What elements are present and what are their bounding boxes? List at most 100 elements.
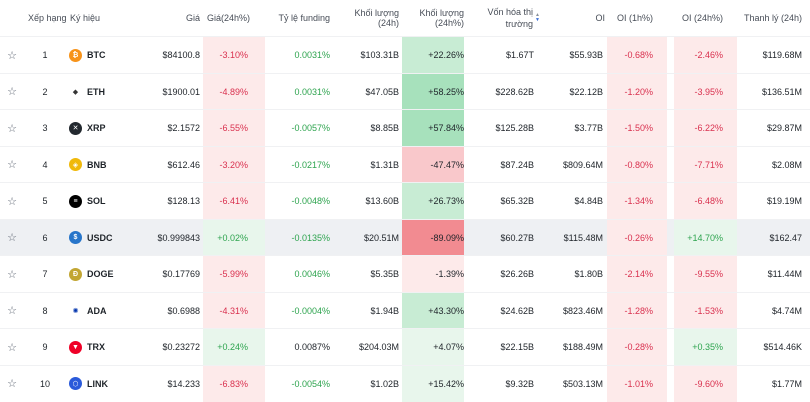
symbol-label: ADA <box>87 305 107 316</box>
volume-cell: $8.85B <box>370 123 399 133</box>
table-row[interactable]: ☆ 5 ≡ SOL $128.13 -6.41% +26.73% -1.34% -6.48% -0… <box>0 182 810 219</box>
table-row[interactable]: ☆ 7 Ð DOGE $0.17769 -5.99% -1.39% -2.14% -9.55% 0… <box>0 255 810 292</box>
oi1h-cell: -0.28% <box>607 329 667 365</box>
table-row[interactable]: ☆ 2 ◆ ETH $1900.01 -4.89% +58.25% -1.20% -3.95% 0… <box>0 72 810 110</box>
volume-cell: $5.35B <box>370 269 399 279</box>
symbol-cell[interactable]: ◈ BNB <box>69 147 139 183</box>
symbol-label: SOL <box>87 196 106 206</box>
symbol-cell[interactable]: ◆ ETH <box>69 74 139 110</box>
liquidation-cell: $4.74M <box>771 305 802 316</box>
volume-cell: $1.94B <box>370 305 399 316</box>
rank-cell: 10 <box>39 378 50 389</box>
header-volume[interactable]: Khối lượng (24h) <box>354 8 399 28</box>
header-symbol[interactable]: Ký hiệu <box>70 13 101 23</box>
header-change-24h[interactable]: Giá(24h%) <box>206 13 250 23</box>
oi24h-cell: -3.95% <box>674 73 737 110</box>
price-cell: $0.6988 <box>167 305 200 316</box>
volp-cell: +26.73% <box>402 183 464 219</box>
header-price[interactable]: Giá <box>185 13 200 23</box>
favorite-star-icon[interactable]: ☆ <box>7 378 17 390</box>
symbol-cell[interactable]: ▼ TRX <box>69 329 139 365</box>
table-row[interactable]: ☆ 3 ✕ XRP $2.1572 -6.55% +57.84% -1.50% -6.22% -0… <box>0 109 810 146</box>
funding-cell: -0.0054% <box>291 378 330 389</box>
symbol-cell[interactable]: ⬡ LINK <box>69 366 139 402</box>
oi1h-cell: -1.20% <box>607 73 667 110</box>
bitcoin-icon: ₿ <box>69 48 82 62</box>
ethereum-icon: ◆ <box>69 85 82 98</box>
symbol-cell[interactable]: ₿ BTC <box>69 37 139 73</box>
market-cap-cell: $65.32B <box>500 196 534 206</box>
liquidation-cell: $136.51M <box>761 86 802 97</box>
favorite-star-icon[interactable]: ☆ <box>7 195 17 208</box>
price-cell: $14.233 <box>167 378 200 389</box>
funding-cell: -0.0135% <box>291 232 330 243</box>
symbol-label: USDC <box>87 232 113 243</box>
chainlink-icon: ⬡ <box>69 377 82 390</box>
oi-cell: $809.64M <box>562 159 603 170</box>
favorite-star-icon[interactable]: ☆ <box>7 305 17 317</box>
oi24h-cell: -7.71% <box>674 146 737 183</box>
price-cell: $128.13 <box>167 196 200 206</box>
volume-cell: $103.31B <box>360 50 399 60</box>
chg-cell: -6.41% <box>203 183 265 219</box>
favorite-star-icon[interactable]: ☆ <box>7 49 17 62</box>
cardano-icon: ✺ <box>69 304 82 317</box>
volp-cell: +57.84% <box>402 110 464 146</box>
rank-cell: 2 <box>42 86 48 97</box>
header-market-cap-line2: trường <box>505 19 534 29</box>
volp-cell: +43.30% <box>402 292 464 329</box>
sort-icon[interactable]: ▲ ▼ <box>535 12 540 23</box>
oi1h-cell: -0.68% <box>607 37 667 73</box>
symbol-cell[interactable]: ≡ SOL <box>69 183 139 219</box>
chg-cell: +0.24% <box>203 329 265 365</box>
header-oi-1h[interactable]: OI (1h%) <box>616 13 653 23</box>
header-oi-24h[interactable]: OI (24h%) <box>681 13 723 23</box>
table-header: Xếp hạng Ký hiệu Giá Giá(24h%) Tỷ lệ fun… <box>0 0 810 36</box>
chg-cell: -3.20% <box>203 146 265 183</box>
oi-cell: $823.46M <box>562 305 603 316</box>
table-row[interactable]: ☆ 9 ▼ TRX $0.23272 +0.24% +4.07% -0.28% +0.35% 0.… <box>0 328 810 365</box>
symbol-cell[interactable]: ✺ ADA <box>69 293 139 329</box>
header-liquidation[interactable]: Thanh lý (24h) <box>743 13 802 23</box>
favorite-star-icon[interactable]: ☆ <box>7 86 17 98</box>
favorite-star-icon[interactable]: ☆ <box>7 341 17 354</box>
rank-cell: 4 <box>42 159 48 170</box>
rank-cell: 9 <box>42 342 48 352</box>
oi24h-cell: +0.35% <box>674 329 737 365</box>
header-oi[interactable]: OI <box>595 13 605 23</box>
favorite-star-icon[interactable]: ☆ <box>7 232 17 244</box>
table-row[interactable]: ☆ 4 ◈ BNB $612.46 -3.20% -47.47% -0.80% -7.71% -0… <box>0 145 810 183</box>
favorite-star-icon[interactable]: ☆ <box>7 268 17 281</box>
funding-cell: -0.0217% <box>291 159 330 170</box>
symbol-cell[interactable]: ✕ XRP <box>69 110 139 146</box>
favorite-star-icon[interactable]: ☆ <box>7 159 17 171</box>
volume-cell: $1.31B <box>370 159 399 170</box>
xrp-icon: ✕ <box>69 121 82 135</box>
funding-cell: -0.0057% <box>291 123 330 133</box>
rank-cell: 1 <box>42 50 48 60</box>
table-row[interactable]: ☆ 6 $ USDC $0.999843 +0.02% -89.09% -0.26% +14.7… <box>0 218 810 256</box>
price-cell: $0.999843 <box>157 232 200 243</box>
market-cap-cell: $60.27B <box>500 232 534 243</box>
chg-cell: -5.99% <box>203 256 265 292</box>
market-cap-cell: $22.15B <box>500 342 534 352</box>
table-row[interactable]: ☆ 10 ⬡ LINK $14.233 -6.83% +15.42% -1.01% -9.60%… <box>0 364 810 402</box>
symbol-cell[interactable]: Ð DOGE <box>69 256 139 292</box>
table-row[interactable]: ☆ 8 ✺ ADA $0.6988 -4.31% +43.30% -1.28% -1.53% -0… <box>0 291 810 329</box>
funding-cell: -0.0004% <box>291 305 330 316</box>
funding-cell: 0.0046% <box>294 269 330 279</box>
solana-icon: ≡ <box>69 194 82 208</box>
header-funding[interactable]: Tỷ lệ funding <box>278 13 330 23</box>
market-cap-cell: $24.62B <box>500 305 534 316</box>
price-cell: $0.17769 <box>162 269 200 279</box>
header-volume-pct[interactable]: Khối lượng (24h%) <box>419 8 464 28</box>
favorite-star-icon[interactable]: ☆ <box>7 122 17 135</box>
symbol-cell[interactable]: $ USDC <box>69 220 139 256</box>
table-row[interactable]: ☆ 1 ₿ BTC $84100.8 -3.10% +22.26% -0.68% -2.46% 0… <box>0 36 810 73</box>
chg-cell: -3.10% <box>203 37 265 73</box>
symbol-label: ETH <box>87 86 105 97</box>
chg-cell: -6.55% <box>203 110 265 146</box>
header-rank[interactable]: Xếp hạng <box>28 13 67 23</box>
header-market-cap[interactable]: Vốn hóa thị trường ▲ ▼ <box>470 0 541 36</box>
